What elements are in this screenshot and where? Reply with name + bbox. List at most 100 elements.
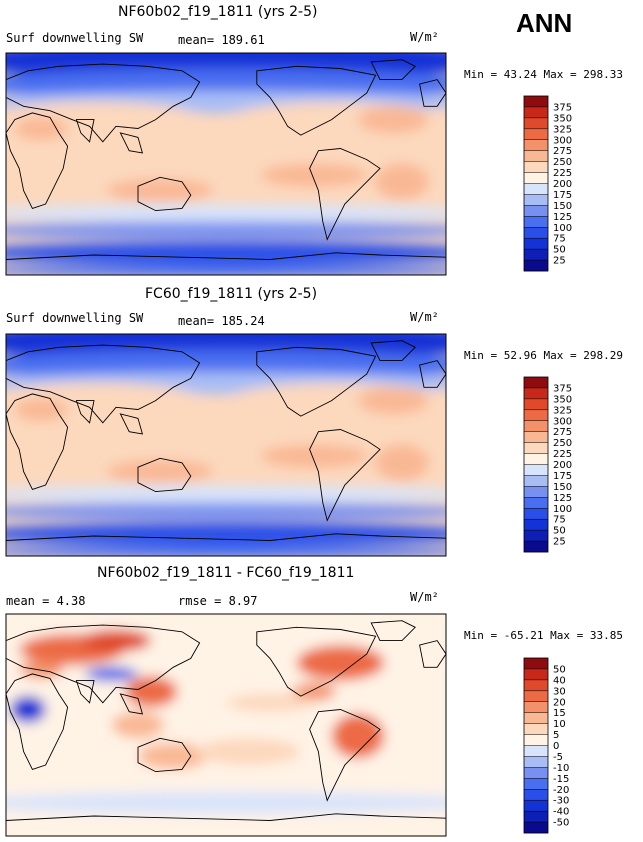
map-frame [5,52,447,276]
colorbar-2: 3753503253002752502252001751501251007550… [523,376,572,553]
field-patch [107,460,213,483]
colorbar-tick-label: 10 [553,719,566,730]
colorbar-tick-label: -5 [553,752,563,763]
colorbar-swatch [524,712,548,724]
coastline-greenland [370,340,416,362]
panel-3-minmax: Min = -65.21 Max = 33.85 [464,629,623,642]
field-patch [160,135,336,158]
panel-2-variable-label: Surf downwelling SW [6,311,144,325]
colorbar-swatch [524,260,548,272]
panel-1-title: NF60b02_f19_1811 (yrs 2-5) [118,4,318,20]
colorbar-tick-label: 5 [553,730,559,741]
field-patch [85,667,138,681]
colorbar-swatch [524,377,548,389]
colorbar-tick-label: 75 [553,515,566,526]
colorbar-swatch [524,431,548,443]
coastline-namerica [256,346,377,417]
colorbar-swatch [524,172,548,184]
colorbar-1: 3753503253002752502252001751501251007550… [523,95,572,272]
colorbar-tick-label: 175 [553,471,572,482]
colorbar-tick-label: 275 [553,427,572,438]
field-patch [261,164,367,187]
coastline-eurasia [6,63,201,143]
colorbar-tick-label: 375 [553,102,572,113]
field-patch [6,221,446,240]
map-frame [5,333,447,557]
colorbar-tick-label: 225 [553,168,572,179]
colorbar-tick-label: 125 [553,212,572,223]
colorbar-swatch [524,486,548,498]
coastlines [6,59,446,275]
panel-3-rmse: rmse = 8.97 [178,594,258,608]
coastline-eurasia [6,344,201,424]
colorbar-swatch [524,387,548,400]
coastline-india [75,680,95,704]
field-patch [6,522,446,545]
field-patch [111,711,165,739]
coastline-africa [6,393,69,490]
field-patch [6,544,446,556]
colorbar-swatch [524,475,548,487]
colorbar-tick-label: 275 [553,146,572,157]
colorbar-swatch [524,668,548,681]
field-patch [10,696,46,723]
colorbar-swatch [524,690,548,703]
colorbar-tick-label: 40 [553,675,566,686]
colorbar-swatch [524,161,548,173]
coastline-seasia [119,693,144,715]
colorbar-tick-label: -50 [553,818,569,829]
field-patch [6,502,446,521]
colorbar-tick-label: 150 [553,201,572,212]
colorbar-swatch [524,227,548,239]
colorbar-tick-label: 125 [553,493,572,504]
coastline-samerica [309,709,381,802]
coastline-samerica [309,148,381,241]
colorbar-swatch [524,658,548,670]
coastline-antarctica [6,533,446,556]
field-layer [6,614,446,836]
colorbar-swatch [524,205,548,217]
colorbar-swatch [524,139,548,151]
field-patch [6,263,446,275]
coastline-india [75,400,95,424]
field-patch [261,445,367,468]
colorbar-swatch [524,789,548,801]
colorbar-swatch [524,106,548,119]
colorbar-swatch [524,778,548,790]
colorbar-swatch [524,398,548,411]
colorbar-swatch [524,238,548,250]
coastline-samerica [309,429,381,522]
panel-2-minmax: Min = 52.96 Max = 298.29 [464,349,623,362]
coastline-africa [6,112,69,209]
panel-1-units: W/m² [410,30,439,44]
colorbar-tick-label: 0 [553,741,559,752]
coastlines [6,340,446,556]
field-patch [6,203,446,222]
colorbar-tick-label: 225 [553,449,572,460]
field-layer [6,334,446,556]
field-patch [6,813,446,836]
colorbar-tick-label: 15 [553,708,566,719]
coastline-india [75,119,95,143]
colorbar-tick-label: 300 [553,416,572,427]
colorbar-swatch [524,508,548,520]
panel-2-mean: mean= 185.24 [178,314,265,328]
colorbar-swatch [524,530,548,542]
field-patch [138,742,209,770]
coastline-australia [137,457,192,493]
colorbar-swatch [524,216,548,228]
colorbar-tick-label: 250 [553,438,572,449]
field-patch [160,416,336,439]
coastline-australia [137,176,192,212]
coastline-greenland [370,620,416,642]
coastline-europe_w [419,79,446,107]
map-panel-3 [6,614,446,836]
colorbar-tick-label: 75 [553,234,566,245]
colorbar-swatch [524,811,548,823]
coastline-eurasia [6,624,201,704]
colorbar-swatch [524,249,548,261]
map-panel-2 [6,334,446,556]
field-patch [6,241,446,264]
